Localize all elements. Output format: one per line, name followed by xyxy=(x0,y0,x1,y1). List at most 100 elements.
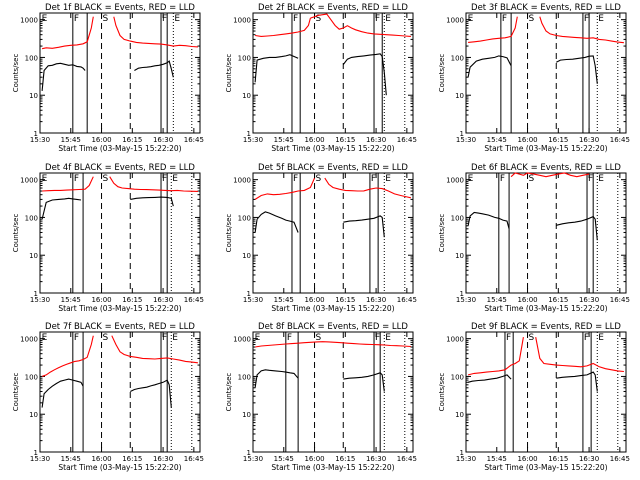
marker-label: F xyxy=(74,333,79,343)
events-series-line xyxy=(254,211,299,233)
marker-label: F xyxy=(584,333,589,343)
x-tick-label: 16:30 xyxy=(366,136,386,144)
y-axis-label: Counts/sec xyxy=(438,214,446,253)
x-tick-label: 16:45 xyxy=(184,296,204,304)
panel-8: Det 8f BLACK = Events, RED = LLD 1 10 100 10… xyxy=(225,322,417,472)
y-axis-label: Counts/sec xyxy=(438,373,446,412)
lld-series-line xyxy=(42,176,94,192)
x-tick-label: 16:45 xyxy=(610,296,630,304)
panel-title: Det 5f BLACK = Events, RED = LLD xyxy=(258,163,408,173)
plot-frame xyxy=(39,331,201,453)
x-tick-label: 15:45 xyxy=(274,296,294,304)
y-axis-label: Counts/sec xyxy=(225,373,233,412)
panel-title: Det 3f BLACK = Events, RED = LLD xyxy=(471,3,621,13)
y-tick-label: 1000 xyxy=(233,177,251,185)
lld-series-line xyxy=(468,16,518,43)
marker-label: E xyxy=(42,333,48,343)
lld-series-line xyxy=(539,16,624,44)
marker-label: S xyxy=(103,333,109,343)
y-tick-label: 1 xyxy=(247,449,251,457)
x-tick-label: 16:00 xyxy=(91,296,111,304)
panel-7: Det 7f BLACK = Events, RED = LLD 1 10 100 10… xyxy=(12,322,204,472)
events-series-line xyxy=(254,369,299,388)
x-tick-label: 15:45 xyxy=(61,296,81,304)
x-axis-label: Start Time (03-May-15 15:22:20) xyxy=(271,304,394,313)
panel-6: Det 6f BLACK = Events, RED = LLD 1 10 100 10… xyxy=(438,163,630,313)
y-tick-label: 1 xyxy=(34,449,38,457)
y-axis-label: Counts/sec xyxy=(12,54,20,93)
x-tick-label: 16:45 xyxy=(610,455,630,463)
y-tick-label: 1000 xyxy=(446,17,464,25)
panel-title: Det 7f BLACK = Events, RED = LLD xyxy=(45,322,195,332)
x-tick-label: 16:15 xyxy=(122,136,142,144)
y-tick-label: 1000 xyxy=(20,17,38,25)
x-tick-label: 16:00 xyxy=(517,136,537,144)
marker-label: E xyxy=(174,14,180,24)
marker-label: E xyxy=(255,333,261,343)
y-tick-label: 1 xyxy=(460,130,464,138)
panel-9: Det 9f BLACK = Events, RED = LLD 1 10 100 10… xyxy=(438,322,630,472)
panel-3: Det 3f BLACK = Events, RED = LLD 1 10 100 10… xyxy=(438,3,630,153)
events-series-line xyxy=(130,379,172,408)
lld-series-line xyxy=(324,177,412,199)
x-tick-label: 16:15 xyxy=(335,455,355,463)
y-tick-label: 100 xyxy=(25,54,38,62)
y-tick-label: 1000 xyxy=(446,177,464,185)
events-series-line xyxy=(343,215,385,238)
x-tick-label: 15:45 xyxy=(487,296,507,304)
x-tick-label: 16:00 xyxy=(91,136,111,144)
marker-label: F xyxy=(371,174,376,184)
events-series-line xyxy=(556,215,598,241)
x-tick-label: 16:30 xyxy=(579,296,599,304)
lld-series-line xyxy=(41,16,94,50)
x-tick-label: 16:45 xyxy=(397,136,417,144)
x-axis-label: Start Time (03-May-15 15:22:20) xyxy=(484,304,607,313)
plot-frame xyxy=(39,12,201,134)
events-series-line xyxy=(467,211,510,229)
marker-label: F xyxy=(375,14,380,24)
x-tick-label: 15:45 xyxy=(274,455,294,463)
lld-series-line xyxy=(255,17,311,37)
x-tick-label: 15:30 xyxy=(456,136,476,144)
x-tick-label: 15:30 xyxy=(30,455,50,463)
y-tick-label: 1000 xyxy=(233,336,251,344)
x-tick-label: 15:30 xyxy=(456,455,476,463)
marker-label: E xyxy=(385,174,391,184)
lld-series-line xyxy=(41,335,94,377)
panel-title: Det 2f BLACK = Events, RED = LLD xyxy=(258,3,408,13)
x-tick-label: 16:30 xyxy=(366,296,386,304)
lld-series-line xyxy=(113,16,198,48)
panel-title: Det 1f BLACK = Events, RED = LLD xyxy=(45,3,195,13)
marker-label: E xyxy=(172,174,178,184)
y-tick-label: 1 xyxy=(247,290,251,298)
y-tick-label: 100 xyxy=(451,214,464,222)
y-tick-label: 10 xyxy=(242,252,251,260)
y-tick-label: 100 xyxy=(238,54,251,62)
y-tick-label: 1000 xyxy=(233,17,251,25)
x-axis-label: Start Time (03-May-15 15:22:20) xyxy=(271,463,394,472)
x-tick-label: 16:45 xyxy=(184,455,204,463)
marker-label: F xyxy=(506,333,511,343)
y-tick-label: 100 xyxy=(238,373,251,381)
y-tick-label: 1 xyxy=(34,130,38,138)
y-tick-label: 10 xyxy=(242,92,251,100)
marker-label: E xyxy=(385,333,391,343)
x-tick-label: 16:30 xyxy=(153,455,173,463)
y-tick-label: 10 xyxy=(29,252,38,260)
marker-label: E xyxy=(42,14,48,24)
y-tick-label: 10 xyxy=(455,252,464,260)
plot-frame xyxy=(252,12,414,134)
panel-4: Det 4f BLACK = Events, RED = LLD 1 10 100 10… xyxy=(12,163,204,313)
marker-label: F xyxy=(287,333,292,343)
y-tick-label: 100 xyxy=(451,54,464,62)
plot-frame xyxy=(252,331,414,453)
marker-label: F xyxy=(500,174,505,184)
panel-title: Det 9f BLACK = Events, RED = LLD xyxy=(471,322,621,332)
marker-label: F xyxy=(162,174,167,184)
marker-label: S xyxy=(529,14,535,24)
x-tick-label: 16:15 xyxy=(122,455,142,463)
y-axis-label: Counts/sec xyxy=(225,214,233,253)
marker-label: S xyxy=(316,174,322,184)
x-tick-label: 16:00 xyxy=(517,455,537,463)
plot-frame xyxy=(465,12,627,134)
